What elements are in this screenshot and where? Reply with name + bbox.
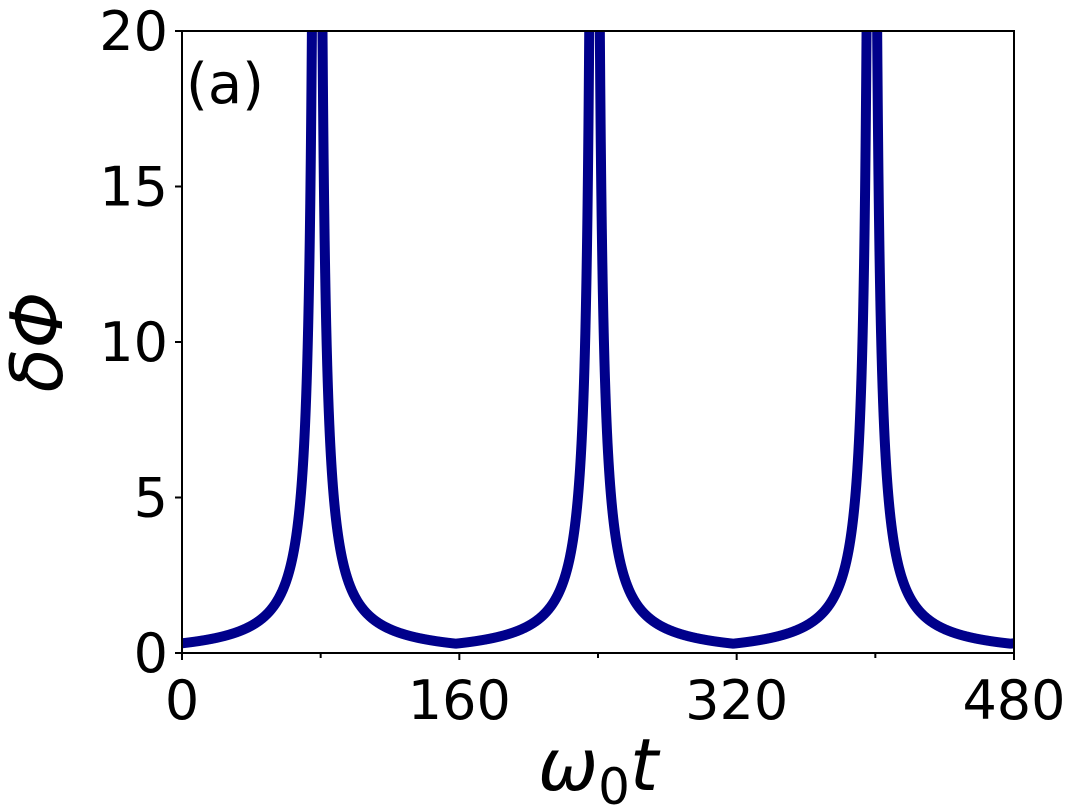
x-tick-label: 0 xyxy=(165,669,199,732)
x-tick-label: 160 xyxy=(408,669,511,732)
panel-label: (a) xyxy=(186,52,264,117)
x-axis-title-sub: 0 xyxy=(598,758,630,810)
series-layer xyxy=(182,31,1014,649)
y-axis-title: δΦ xyxy=(0,292,79,393)
y-tick-label: 20 xyxy=(99,0,168,63)
series-line-0 xyxy=(182,31,1014,649)
y-tick-label: 15 xyxy=(99,156,168,219)
x-tick-label: 480 xyxy=(962,669,1065,732)
x-axis-title-main: ω xyxy=(538,723,598,807)
y-tick-label: 10 xyxy=(99,311,168,374)
y-tick-label: 5 xyxy=(134,467,168,530)
y-tick-label: 0 xyxy=(134,622,168,685)
x-axis-title-tail: t xyxy=(630,723,661,807)
tick-layer: 0 160 320 480 0 5 10 15 20 xyxy=(99,0,1065,732)
x-tick-label: 320 xyxy=(685,669,788,732)
x-axis-title: ω0t xyxy=(538,723,661,810)
